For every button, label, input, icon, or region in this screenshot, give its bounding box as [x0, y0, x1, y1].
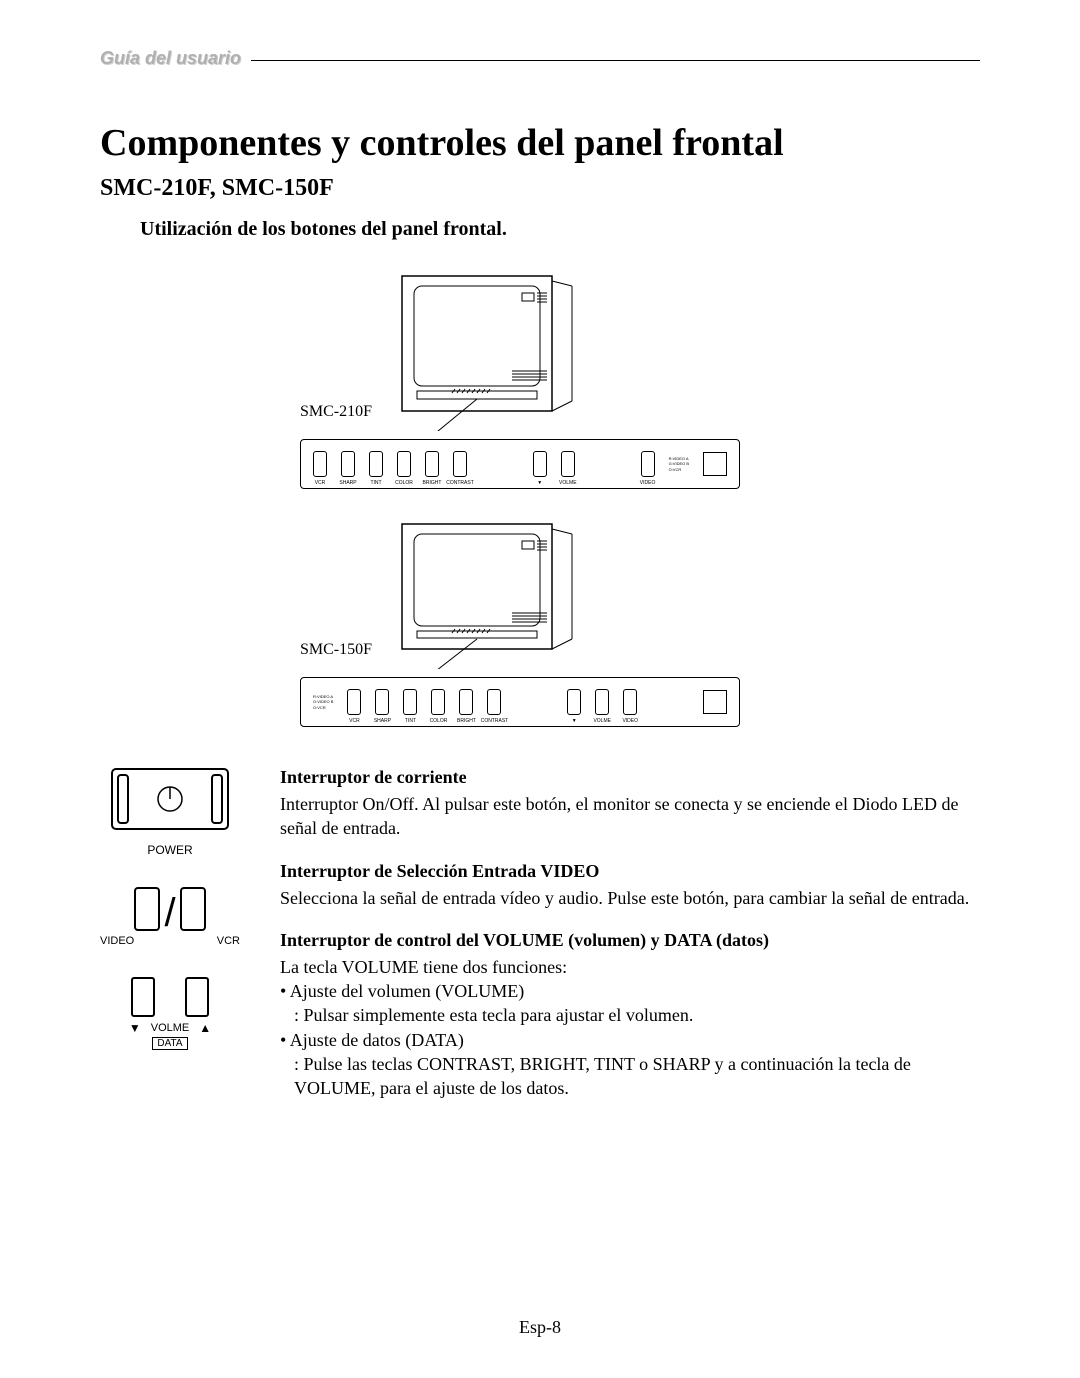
panel-btn-volup-150: VOLME — [595, 689, 609, 715]
lower-section: POWER / VIDEO VCR ▼ VOLME ▲ — [100, 767, 980, 1121]
panel-btn-voldown: ▼ — [533, 451, 547, 477]
triangle-up-icon: ▲ — [199, 1021, 211, 1035]
header-label: Guía del usuario — [100, 48, 251, 69]
section3-title: Interruptor de control del VOLUME (volum… — [280, 930, 980, 951]
page-header: Guía del usuario — [100, 60, 980, 61]
panel-btn-voldown-150: ▼ — [567, 689, 581, 715]
power-button-icon — [110, 767, 230, 837]
model-label-210f: SMC-210F — [300, 403, 372, 421]
text-column: Interruptor de corriente Interruptor On/… — [280, 767, 980, 1121]
section1-body: Interruptor On/Off. Al pulsar este botón… — [280, 792, 980, 841]
panel-btn-color: COLOR — [397, 451, 411, 477]
panel-leds-150: R:VIDEO A G:VIDEO B O:VCR — [313, 694, 333, 710]
section3-line1: La tecla VOLUME tiene dos funciones: — [280, 955, 980, 979]
panel-btn-vcr-150: VCR — [347, 689, 361, 715]
panel-btn-volup: VOLME — [561, 451, 575, 477]
power-icon-label: POWER — [147, 843, 192, 857]
panel-strip-150f: R:VIDEO A G:VIDEO B O:VCR VCR SHARP TINT… — [300, 677, 740, 727]
panel-btn-sharp-150: SHARP — [375, 689, 389, 715]
panel-leds: R:VIDEO A G:VIDEO B O:VCR — [669, 456, 689, 472]
section3-bullet2-sub: : Pulse las teclas CONTRAST, BRIGHT, TIN… — [294, 1052, 980, 1101]
panel-btn-vcr: VCR — [313, 451, 327, 477]
monitor-block-150f: SMC-150F — [300, 519, 980, 727]
panel-strip-210f: VCR SHARP TINT COLOR BRIGHT CONTRAST ▼ V… — [300, 439, 740, 489]
triangle-down-icon: ▼ — [129, 1021, 141, 1035]
model-heading: SMC-210F, SMC-150F — [100, 175, 980, 202]
data-icon-label: DATA — [152, 1037, 187, 1050]
monitor-illustration-150f — [392, 519, 582, 669]
section3-bullet1-sub: : Pulsar simplemente esta tecla para aju… — [294, 1003, 980, 1027]
panel-btn-sharp: SHARP — [341, 451, 355, 477]
vcr-icon-label: VCR — [217, 935, 240, 947]
panel-btn-video-150: VIDEO — [623, 689, 637, 715]
video-icon-label: VIDEO — [100, 935, 134, 947]
panel-btn-tint: TINT — [369, 451, 383, 477]
volume-down-icon — [131, 977, 155, 1017]
diagram-area: SMC-210F — [300, 271, 980, 727]
monitor-illustration-210f — [392, 271, 582, 431]
volume-up-icon — [185, 977, 209, 1017]
panel-btn-contrast-150: CONTRAST — [487, 689, 501, 715]
section1-title: Interruptor de corriente — [280, 767, 980, 788]
panel-btn-tint-150: TINT — [403, 689, 417, 715]
panel-btn-bright-150: BRIGHT — [459, 689, 473, 715]
panel-btn-power — [703, 452, 727, 476]
panel-btn-video: VIDEO — [641, 451, 655, 477]
video-button-icon — [134, 887, 160, 931]
monitor-block-210f: SMC-210F — [300, 271, 980, 489]
slash-icon: / — [164, 893, 175, 933]
power-icon-box: POWER — [100, 767, 240, 857]
panel-btn-power-150 — [703, 690, 727, 714]
section3-bullet2: • Ajuste de datos (DATA) — [280, 1028, 980, 1052]
volume-icon-box: ▼ VOLME ▲ DATA — [100, 977, 240, 1050]
model-label-150f: SMC-150F — [300, 641, 372, 659]
section2-title: Interruptor de Selección Entrada VIDEO — [280, 861, 980, 882]
panel-btn-bright: BRIGHT — [425, 451, 439, 477]
panel-btn-color-150: COLOR — [431, 689, 445, 715]
panel-btn-contrast: CONTRAST — [453, 451, 467, 477]
volume-icon-label: VOLME — [151, 1022, 190, 1034]
page-title: Componentes y controles del panel fronta… — [100, 121, 980, 165]
video-vcr-icon-box: / VIDEO VCR — [100, 887, 240, 947]
page-number: Esp-8 — [519, 1317, 561, 1338]
vcr-button-icon — [180, 887, 206, 931]
subheading: Utilización de los botones del panel fro… — [140, 218, 980, 241]
section3-bullet1: • Ajuste del volumen (VOLUME) — [280, 979, 980, 1003]
section3-body: La tecla VOLUME tiene dos funciones: • A… — [280, 955, 980, 1101]
icon-column: POWER / VIDEO VCR ▼ VOLME ▲ — [100, 767, 240, 1121]
section2-body: Selecciona la señal de entrada vídeo y a… — [280, 886, 980, 910]
